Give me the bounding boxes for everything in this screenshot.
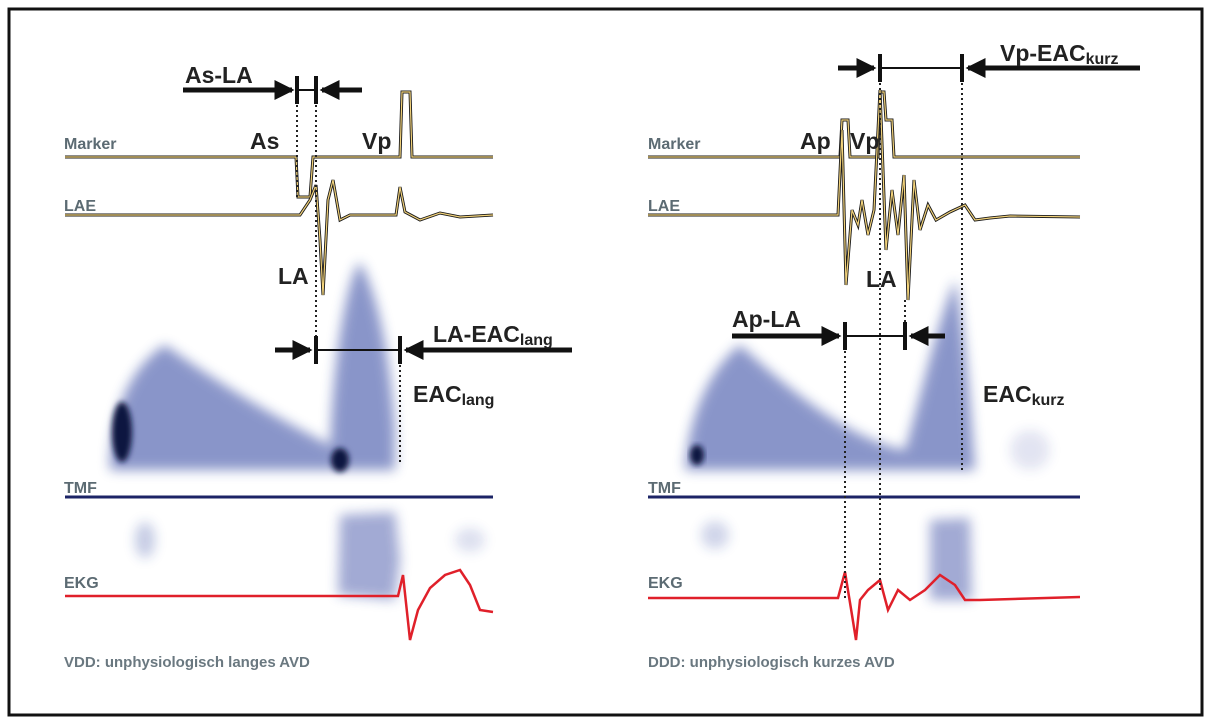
annotation: LA <box>278 263 309 289</box>
trace-label: EKG <box>64 575 99 592</box>
figure: Marker LAE TMF EKG As-LA As Vp LA LA-EAC… <box>0 0 1211 724</box>
trace-label: TMF <box>64 480 97 497</box>
annotation: As <box>250 128 279 154</box>
trace-label: Marker <box>64 136 116 153</box>
annotation-sub: kurz <box>1086 51 1119 68</box>
trace-label: EKG <box>648 575 683 592</box>
caption: DDD: unphysiologisch kurzes AVD <box>648 654 895 671</box>
annotation-main: EAC <box>983 381 1032 407</box>
annotation: Vp <box>850 128 879 154</box>
annotation: Vp <box>362 128 391 154</box>
annotation-sub: lang <box>520 332 553 349</box>
trace-label: LAE <box>648 198 680 215</box>
annotation: As-LA <box>185 62 253 88</box>
annotation: LA <box>866 266 897 292</box>
annotation-main: Vp-EAC <box>1000 40 1086 66</box>
caption: VDD: unphysiologisch langes AVD <box>64 654 310 671</box>
annotation-main: EAC <box>413 381 462 407</box>
trace-label: TMF <box>648 480 681 497</box>
trace-label: Marker <box>648 136 700 153</box>
annotation-sub: kurz <box>1032 392 1065 409</box>
annotation-sub: lang <box>462 392 495 409</box>
trace-label: LAE <box>64 198 96 215</box>
annotation: Ap-LA <box>732 306 801 332</box>
annotation: Ap <box>800 128 831 154</box>
annotation-main: LA-EAC <box>433 321 520 347</box>
